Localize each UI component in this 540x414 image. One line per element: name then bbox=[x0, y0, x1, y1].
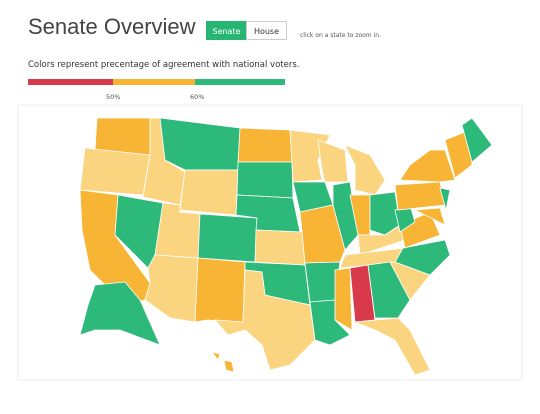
state[interactable] bbox=[399, 149, 456, 183]
state[interactable] bbox=[317, 139, 349, 183]
state[interactable] bbox=[94, 117, 151, 156]
state[interactable] bbox=[211, 351, 221, 361]
legend-red bbox=[28, 79, 113, 85]
state[interactable] bbox=[144, 254, 199, 323]
state[interactable] bbox=[159, 117, 241, 171]
state[interactable] bbox=[194, 257, 246, 323]
state[interactable] bbox=[413, 207, 446, 226]
legend-yellow bbox=[113, 79, 195, 85]
state[interactable] bbox=[197, 213, 258, 263]
state[interactable] bbox=[79, 147, 151, 196]
state[interactable] bbox=[254, 229, 306, 266]
legend-label: 60% bbox=[190, 93, 205, 101]
title: Senate Overview bbox=[28, 14, 196, 39]
states[interactable] bbox=[79, 117, 493, 376]
map-frame bbox=[17, 104, 523, 381]
state[interactable] bbox=[439, 187, 451, 211]
hint: click on a state to zoom in. bbox=[300, 32, 381, 39]
state[interactable] bbox=[179, 169, 239, 216]
state[interactable] bbox=[214, 269, 316, 371]
state[interactable] bbox=[461, 117, 493, 163]
house-button[interactable]: House bbox=[246, 21, 287, 40]
state[interactable] bbox=[367, 261, 411, 319]
state[interactable] bbox=[444, 129, 473, 179]
state[interactable] bbox=[394, 239, 451, 276]
state[interactable] bbox=[237, 127, 293, 163]
state[interactable] bbox=[354, 317, 431, 376]
state[interactable] bbox=[79, 281, 161, 346]
legend-caption: Colors represent precentage of agreement… bbox=[28, 60, 300, 70]
state[interactable] bbox=[236, 161, 294, 199]
state[interactable] bbox=[394, 181, 446, 211]
legend-label: 50% bbox=[106, 93, 121, 101]
legend-green bbox=[195, 79, 285, 85]
state[interactable] bbox=[334, 267, 353, 331]
state[interactable] bbox=[223, 359, 235, 373]
